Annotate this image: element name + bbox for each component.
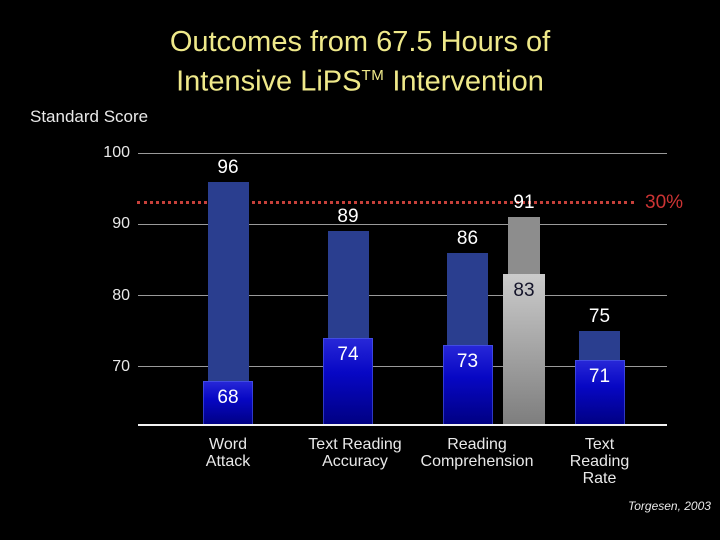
bar-value-front: 74	[337, 344, 359, 366]
category-label-line: Reading	[447, 436, 507, 453]
bar-value-front: 68	[217, 387, 239, 408]
benchmark-label: 30%	[645, 192, 684, 213]
category-label-line: Word	[209, 436, 247, 453]
y-tick-label: 70	[112, 357, 130, 375]
category-label-line: Text	[584, 436, 615, 453]
bar-front-gray	[503, 274, 545, 426]
slide-title-line2-suffix: Intervention	[384, 65, 544, 98]
gridline-100	[138, 152, 667, 154]
category-label-line: Attack	[205, 453, 251, 470]
category-label-line: Accuracy	[322, 453, 388, 470]
category-label-line: Rate	[582, 470, 617, 487]
category-label: Word Attack	[153, 436, 303, 470]
category-label-line: Text Reading	[308, 436, 402, 453]
category-label: Text Reading Accuracy	[280, 436, 430, 470]
y-tick-label: 80	[112, 286, 130, 304]
bar-value-back: 86	[456, 227, 479, 249]
bar-front-blue	[203, 381, 253, 426]
slide-title-line2-text: Intensive LiPS	[176, 65, 362, 98]
slide-title-line1: Outcomes from 67.5 Hours of	[169, 26, 551, 58]
bar-value-back: 96	[217, 156, 239, 178]
gridline-70	[138, 366, 667, 368]
bar-value-back: 89	[337, 206, 359, 228]
category-label: Text Reading Rate	[525, 436, 675, 487]
slide-title: Outcomes from 67.5 Hours of Intensive Li…	[0, 26, 720, 99]
citation: Torgesen, 2003	[628, 499, 711, 513]
bar-front-blue	[574, 359, 625, 426]
bar-value-front: 83	[513, 280, 535, 302]
y-tick-label: 100	[103, 144, 130, 161]
x-axis-baseline	[138, 424, 667, 426]
y-tick-label: 90	[112, 215, 130, 233]
gridline-90	[138, 223, 667, 225]
bar-front-blue	[442, 345, 493, 426]
bar-value-front: 71	[588, 365, 611, 387]
bar-value-front: 73	[456, 351, 479, 373]
y-axis-title: Standard Score	[30, 107, 149, 126]
category-label-line: Reading	[569, 453, 630, 470]
benchmark-dotted-line	[137, 201, 634, 204]
category-label-line: Comprehension	[420, 453, 534, 470]
bar-value-back: 91	[513, 192, 535, 214]
bar-value-back: 75	[588, 306, 611, 328]
category-label: Reading Comprehension	[402, 436, 552, 470]
slide-title-line2: Intensive LiPSTM Intervention	[0, 59, 720, 99]
gridline-80	[138, 295, 667, 296]
bar-front-blue	[323, 338, 373, 426]
trademark-superscript: TM	[361, 67, 385, 84]
